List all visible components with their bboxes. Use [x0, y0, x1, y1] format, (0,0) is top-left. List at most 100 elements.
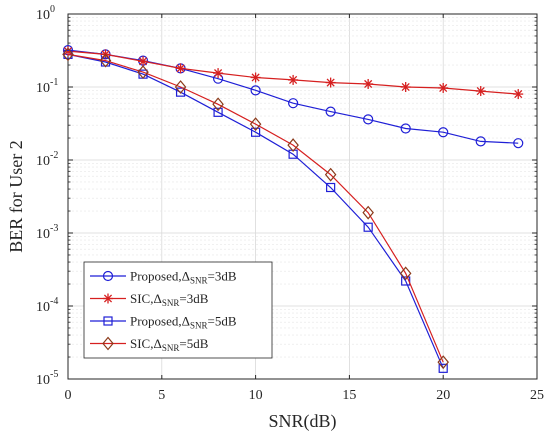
series-line	[67, 50, 519, 95]
legend-label-subscript: SNR	[162, 298, 180, 308]
legend-item: Proposed,ΔSNR=3dB	[90, 269, 237, 286]
legend-item: SIC,ΔSNR=5dB	[90, 336, 209, 353]
data-point	[363, 114, 374, 125]
legend-marker	[102, 270, 114, 282]
legend: Proposed,ΔSNR=3dBSIC,ΔSNR=3dBProposed,ΔS…	[83, 261, 273, 359]
series-line	[67, 49, 519, 144]
x-tick-label: 5	[158, 388, 165, 403]
data-point	[213, 68, 224, 79]
y-tick-label: 10-3	[36, 223, 58, 242]
data-point	[287, 138, 299, 153]
legend-label: Proposed,ΔSNR=5dB	[130, 314, 237, 331]
data-point	[288, 98, 299, 109]
data-point	[213, 107, 223, 117]
data-point	[174, 80, 187, 94]
data-point	[325, 106, 336, 117]
y-tick-label: 10-2	[36, 150, 58, 169]
data-point	[62, 47, 74, 62]
data-point	[63, 49, 73, 59]
asterisk-stroke	[214, 69, 223, 78]
y-tick-base: 10	[36, 227, 50, 242]
asterisk-stroke	[289, 75, 298, 84]
series-lines	[62, 45, 524, 373]
data-point	[288, 74, 299, 85]
legend-label-subscript: SNR	[190, 321, 208, 331]
y-tick-exponent: -1	[50, 77, 58, 88]
asterisk-stroke	[103, 294, 113, 303]
legend-marker	[102, 336, 114, 351]
series-line	[67, 53, 444, 363]
data-point	[175, 87, 186, 97]
data-point	[438, 82, 449, 93]
data-point	[212, 97, 224, 112]
legend-label: SIC,ΔSNR=3dB	[130, 291, 209, 308]
legend-label-main: Proposed,Δ	[130, 314, 190, 329]
data-point	[362, 205, 374, 220]
x-tick-label: 10	[249, 388, 263, 403]
y-tick-label: 10-1	[36, 77, 58, 96]
series-2	[63, 46, 524, 100]
asterisk-stroke	[176, 64, 185, 73]
series-1	[62, 45, 524, 149]
data-point	[250, 85, 261, 96]
asterisk-stroke	[514, 90, 523, 99]
data-point	[251, 127, 261, 137]
y-tick-base: 10	[36, 81, 50, 96]
y-tick-base: 10	[36, 154, 50, 169]
asterisk-stroke	[439, 83, 448, 93]
plot-frame	[67, 13, 538, 380]
legend-box	[83, 261, 273, 359]
series-line	[67, 53, 444, 369]
y-tick-exponent: -4	[50, 296, 58, 307]
data-point	[400, 82, 411, 92]
data-point	[438, 127, 449, 138]
legend-label-suffix: =5dB	[179, 336, 208, 351]
asterisk-stroke	[138, 57, 148, 66]
legend-label-subscript: SNR	[190, 276, 208, 286]
y-tick-label: 100	[36, 4, 55, 23]
asterisk-stroke	[326, 78, 335, 87]
data-point	[325, 77, 336, 88]
x-tick-label: 25	[530, 388, 544, 403]
y-tick-base: 10	[36, 373, 50, 388]
data-point	[513, 138, 524, 149]
series-3	[63, 49, 448, 373]
data-point	[475, 136, 486, 147]
legend-label-suffix: =3dB	[208, 269, 237, 284]
asterisk-stroke	[476, 86, 485, 96]
legend-label-suffix: =5dB	[208, 314, 237, 329]
series-4	[62, 47, 449, 370]
y-tick-exponent: -3	[50, 223, 58, 234]
legend-label-suffix: =3dB	[179, 291, 208, 306]
data-point	[138, 56, 149, 67]
y-tick-label: 10-4	[36, 296, 58, 315]
legend-label-main: SIC,Δ	[130, 291, 162, 306]
legend-marker	[103, 316, 113, 326]
x-axis-label: SNR(dB)	[268, 411, 336, 432]
y-tick-base: 10	[36, 300, 50, 315]
data-point	[175, 63, 186, 74]
asterisk-stroke	[63, 47, 73, 56]
data-point	[326, 182, 336, 193]
data-point	[399, 266, 412, 281]
data-point	[475, 86, 486, 97]
data-point	[363, 78, 374, 89]
data-point	[249, 117, 262, 132]
legend-label: SIC,ΔSNR=5dB	[130, 336, 209, 353]
y-axis-label: BER for User 2	[6, 140, 26, 252]
y-tick-base: 10	[36, 8, 50, 23]
legend-marker	[103, 293, 113, 304]
y-tick-exponent: 0	[50, 4, 55, 15]
legend-item: SIC,ΔSNR=3dB	[90, 291, 209, 308]
legend-item: Proposed,ΔSNR=5dB	[90, 314, 237, 331]
y-tick-label: 10-5	[36, 369, 58, 388]
legend-label-subscript: SNR	[162, 343, 180, 353]
legend-label-main: Proposed,Δ	[130, 269, 190, 284]
legend-label: Proposed,ΔSNR=3dB	[130, 269, 237, 286]
x-tick-label: 20	[436, 388, 450, 403]
data-point	[438, 363, 448, 373]
legend-label-main: SIC,Δ	[130, 336, 162, 351]
asterisk-stroke	[401, 82, 410, 92]
